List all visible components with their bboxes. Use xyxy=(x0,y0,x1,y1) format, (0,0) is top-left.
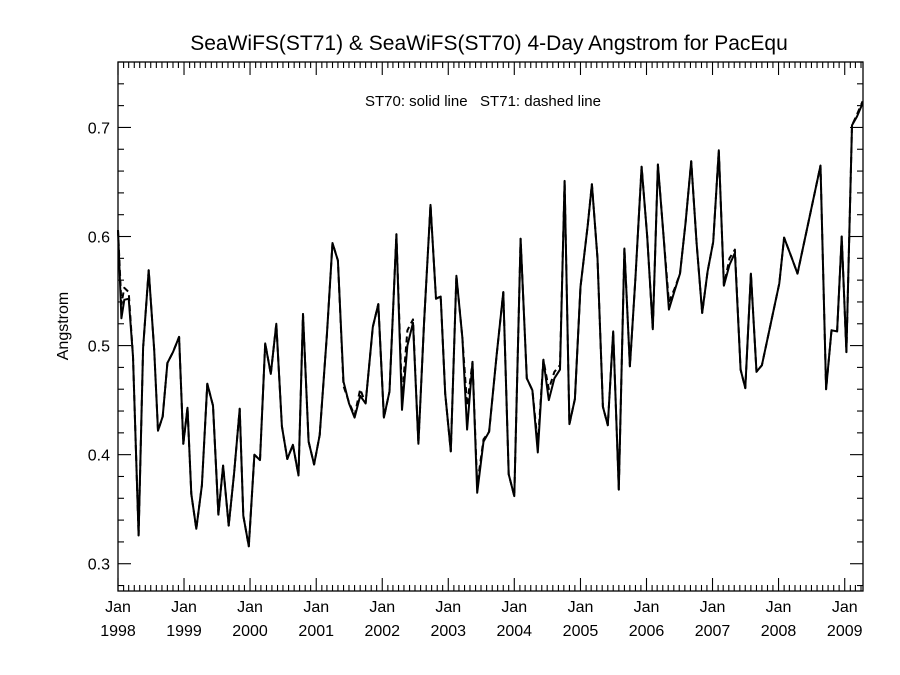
x-tick-month-label: Jan xyxy=(766,599,792,616)
y-tick-label: 0.3 xyxy=(88,557,110,574)
x-tick-month-label: Jan xyxy=(105,599,131,616)
y-tick-label: 0.6 xyxy=(88,230,110,247)
y-axis: 0.3 0.4 0.5 0.6 0.7 xyxy=(88,61,863,587)
x-tick-month-label: Jan xyxy=(237,599,263,616)
chart-title: SeaWiFS(ST71) & SeaWiFS(ST70) 4-Day Angs… xyxy=(190,32,788,55)
x-tick-month-label: Jan xyxy=(435,599,461,616)
x-tick-year-label: 2003 xyxy=(430,623,466,640)
x-axis: Jan 1998 Jan 1999 Jan 2000 Jan 2001 Jan 2002 Jan 20… xyxy=(100,62,863,640)
x-tick-month-label: Jan xyxy=(501,599,527,616)
series-line-st70 xyxy=(117,103,864,548)
series-line-st71 xyxy=(117,100,864,548)
x-tick-month-label: Jan xyxy=(303,599,329,616)
x-tick-year-label: 2008 xyxy=(761,623,797,640)
x-tick-year-label: 2004 xyxy=(496,623,532,640)
x-tick-year-label: 2009 xyxy=(827,623,863,640)
x-tick-month-label: Jan xyxy=(568,599,594,616)
x-tick-month-label: Jan xyxy=(369,599,395,616)
x-tick-year-label: 2007 xyxy=(695,623,731,640)
x-tick-year-label: 1998 xyxy=(100,623,136,640)
series-layer xyxy=(117,100,864,548)
plot-frame xyxy=(117,61,864,592)
x-tick-year-label: 2000 xyxy=(232,623,268,640)
x-tick-month-label: Jan xyxy=(700,599,726,616)
y-tick-label: 0.4 xyxy=(88,448,110,465)
x-tick-year-label: 2005 xyxy=(563,623,599,640)
x-tick-month-label: Jan xyxy=(832,599,858,616)
x-tick-month-label: Jan xyxy=(634,599,660,616)
x-tick-year-label: 2002 xyxy=(364,623,400,640)
x-tick-year-label: 2006 xyxy=(629,623,665,640)
x-tick-year-label: 2001 xyxy=(298,623,334,640)
y-tick-label: 0.7 xyxy=(88,120,110,137)
y-tick-label: 0.5 xyxy=(88,339,110,356)
x-tick-month-label: Jan xyxy=(171,599,197,616)
series-style-annotation: ST70: solid line ST71: dashed line xyxy=(365,93,601,110)
y-axis-label: Angstrom xyxy=(55,292,72,360)
x-tick-year-label: 1999 xyxy=(166,623,202,640)
